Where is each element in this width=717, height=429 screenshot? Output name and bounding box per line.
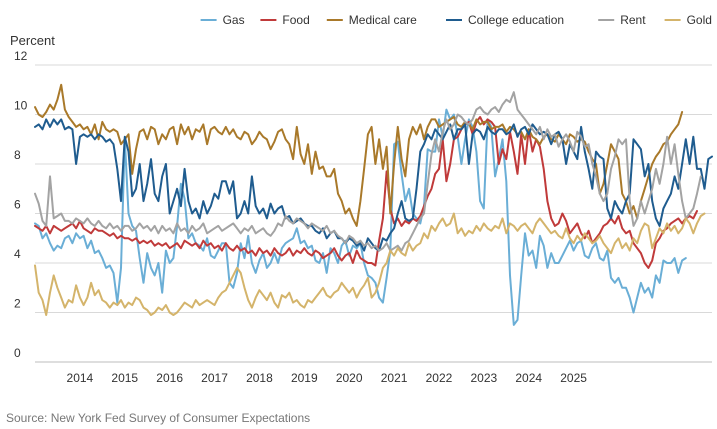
x-axis-ticks: 2014 2015 2016 2017 2018 2019 2020 2021 2022 2023… <box>67 371 588 385</box>
x-tick-label: 2014 <box>67 371 94 385</box>
legend-item-rent: Rent <box>598 13 646 27</box>
series-line-gas <box>34 108 687 326</box>
legend-item-gas: Gas <box>200 13 245 27</box>
y-axis-label: Percent <box>10 33 55 48</box>
legend-label: Rent <box>620 13 646 27</box>
y-tick-label: 10 <box>14 99 28 113</box>
x-tick-label: 2025 <box>560 371 587 385</box>
legend-label: Food <box>282 13 309 27</box>
legend-label: Gold <box>687 13 712 27</box>
y-tick-label: 2 <box>14 297 21 311</box>
legend-item-gold: Gold <box>664 13 712 27</box>
legend-label: Gas <box>223 13 245 27</box>
gridlines <box>35 64 712 363</box>
legend-item-college-education: College education <box>446 13 564 27</box>
x-tick-label: 2024 <box>515 371 542 385</box>
y-tick-label: 6 <box>14 198 21 212</box>
y-tick-label: 0 <box>14 346 21 360</box>
y-tick-label: 4 <box>14 247 21 261</box>
x-tick-label: 2015 <box>111 371 138 385</box>
series-line-college-education <box>34 118 713 252</box>
legend-item-food: Food <box>260 13 310 27</box>
legend-label: Medical care <box>349 13 417 27</box>
x-tick-label: 2019 <box>291 371 318 385</box>
legend-item-medical-care: Medical care <box>326 13 417 27</box>
x-tick-label: 2023 <box>470 371 497 385</box>
y-tick-label: 8 <box>14 148 21 162</box>
x-tick-label: 2022 <box>426 371 453 385</box>
legend-label: College education <box>468 13 564 27</box>
source-note: Source: New York Fed Survey of Consumer … <box>6 411 311 425</box>
series-line-rent <box>34 91 702 252</box>
series-lines <box>34 83 713 326</box>
series-line-medical-care <box>34 83 684 227</box>
x-tick-label: 2018 <box>246 371 273 385</box>
x-tick-label: 2016 <box>156 371 183 385</box>
y-axis-ticks: 0 2 4 6 8 10 12 <box>14 49 28 360</box>
x-tick-label: 2021 <box>381 371 408 385</box>
y-tick-label: 12 <box>14 49 28 63</box>
x-tick-label: 2017 <box>201 371 228 385</box>
x-tick-label: 2020 <box>336 371 363 385</box>
legend: Gas Food Medical care College education Rent… <box>200 13 712 27</box>
series-line-gold <box>34 212 706 316</box>
